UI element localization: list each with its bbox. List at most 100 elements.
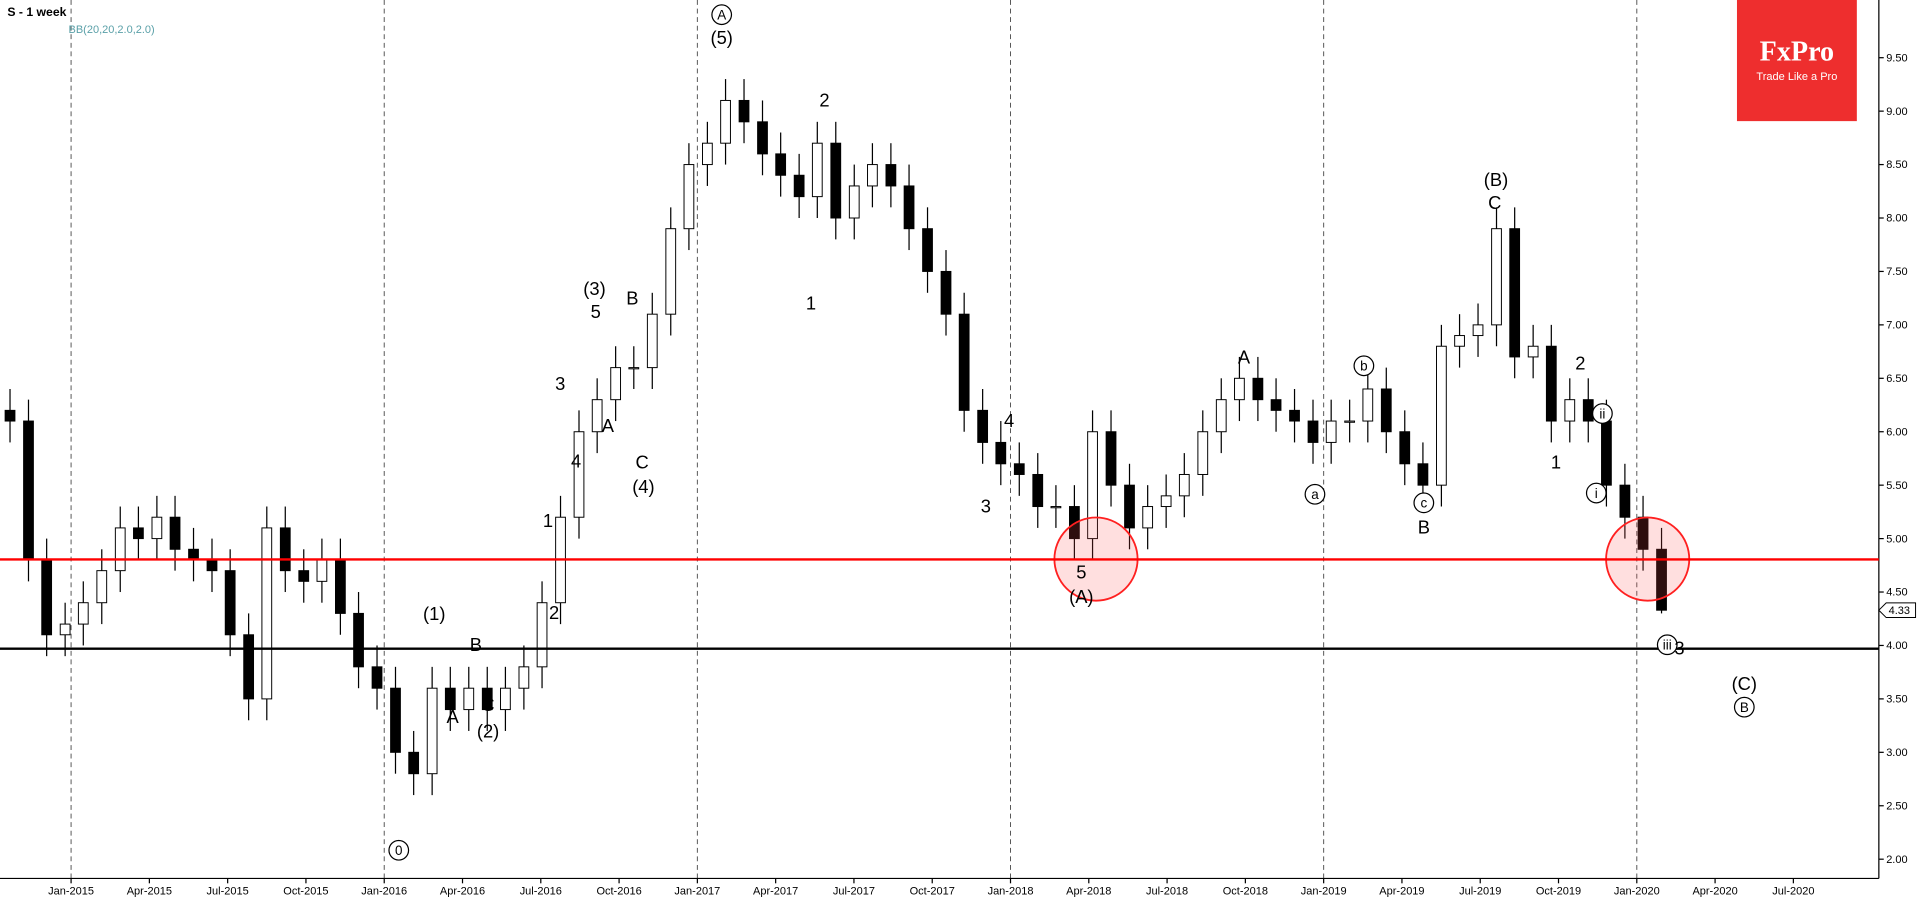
wave-label: iii	[1663, 638, 1672, 653]
wave-label: 3	[981, 496, 991, 517]
candle-body	[481, 687, 493, 711]
candle-body	[1160, 495, 1172, 508]
candle-body	[261, 527, 273, 700]
candle-body	[500, 687, 511, 711]
x-tick-label: Jul-2017	[833, 885, 875, 897]
y-tick-label: 3.50	[1886, 694, 1907, 706]
candle-body	[1142, 506, 1154, 529]
candle-body	[206, 559, 218, 572]
x-tick-label: Apr-2017	[753, 885, 798, 897]
annotation-circle	[1413, 492, 1435, 514]
candle-body	[1013, 463, 1025, 475]
candle-body	[628, 367, 640, 370]
wave-label: (4)	[632, 476, 654, 497]
candle-body	[1472, 324, 1484, 337]
candle-body	[793, 174, 805, 198]
candle-body	[4, 409, 16, 422]
candle-body	[830, 142, 842, 219]
candle-body	[426, 687, 438, 775]
x-tick-label: Jan-2018	[988, 885, 1034, 897]
candle-body	[390, 687, 401, 753]
wave-label: 5	[1076, 562, 1086, 583]
candle-body	[1454, 335, 1465, 347]
candle-body	[243, 634, 255, 700]
x-tick-label: Jan-2016	[361, 885, 407, 897]
wave-label: (C)	[1732, 673, 1757, 694]
wave-label: i	[1595, 486, 1598, 501]
x-tick-label: Jul-2019	[1459, 885, 1501, 897]
last-price-tag	[1878, 602, 1917, 619]
wave-label: (2)	[477, 721, 499, 742]
candle-body	[591, 399, 603, 433]
candles	[4, 79, 1667, 796]
x-tick-label: Jul-2016	[520, 885, 562, 897]
wave-label: C	[481, 694, 494, 715]
wave-label: B	[1418, 516, 1430, 537]
wave-label: (1)	[423, 603, 445, 624]
logo	[1736, 0, 1857, 122]
candle-body	[1289, 409, 1300, 422]
annotation-circle	[1304, 483, 1326, 505]
annotation-circle	[1656, 634, 1678, 656]
x-tick-label: Apr-2018	[1066, 885, 1111, 897]
wave-label: (A)	[1069, 586, 1093, 607]
candle-body	[1601, 420, 1612, 486]
wave-label: B	[626, 288, 638, 309]
candle-body	[1234, 377, 1245, 401]
candle-body	[573, 431, 585, 518]
y-tick-label: 6.00	[1886, 426, 1907, 438]
wave-label: C	[1488, 192, 1501, 213]
candle-body	[1032, 473, 1044, 508]
candle-body	[702, 142, 713, 166]
candle-body	[536, 602, 548, 668]
candle-body	[1380, 388, 1392, 433]
y-tick-label: 4.50	[1886, 587, 1907, 599]
x-tick-label: Apr-2015	[127, 885, 172, 897]
candle-body	[1124, 484, 1135, 529]
candle-body	[1270, 399, 1282, 411]
wave-label: (3)	[583, 278, 605, 299]
candle-body	[1105, 431, 1117, 486]
candle-body	[59, 623, 71, 636]
candle-body	[683, 164, 695, 230]
candle-body	[1436, 345, 1447, 486]
wave-label: A	[446, 706, 459, 727]
wave-label: B	[470, 634, 482, 655]
candle-body	[1050, 506, 1062, 509]
x-tick-label: Oct-2016	[596, 885, 641, 897]
y-tick-label: 5.00	[1886, 533, 1907, 545]
candle-body	[335, 559, 346, 614]
candle-body	[1527, 345, 1539, 358]
indicator-label: BB(20,20,2.0,2.0)	[69, 24, 155, 36]
wave-label: 2	[1575, 352, 1585, 373]
candle-body	[1545, 345, 1557, 422]
candle-body	[1619, 484, 1631, 518]
candle-body	[1417, 463, 1429, 486]
x-tick-label: Oct-2019	[1536, 885, 1581, 897]
candle-body	[408, 751, 420, 775]
grid	[70, 0, 1638, 879]
candle-body	[885, 164, 897, 187]
y-tick-label: 2.50	[1886, 800, 1907, 812]
chart-title: S - 1 week	[7, 5, 66, 19]
candle-body	[1399, 431, 1411, 465]
candle-body	[610, 367, 622, 401]
wave-label: 1	[543, 510, 553, 531]
wave-label: 3	[1674, 637, 1684, 658]
y-tick-label: 8.00	[1886, 213, 1907, 225]
wave-label: 4	[1004, 410, 1014, 431]
candle-body	[1509, 228, 1521, 358]
candle-body	[133, 527, 144, 540]
x-tick-label: Jan-2017	[674, 885, 720, 897]
y-tick-label: 2.00	[1886, 854, 1907, 866]
candle-body	[867, 164, 878, 187]
candle-body	[665, 228, 677, 315]
candle-body	[353, 612, 364, 668]
candle-body	[1087, 431, 1098, 540]
annotation-circle	[388, 839, 410, 861]
candle-body	[371, 666, 383, 689]
candle-body	[316, 559, 328, 582]
